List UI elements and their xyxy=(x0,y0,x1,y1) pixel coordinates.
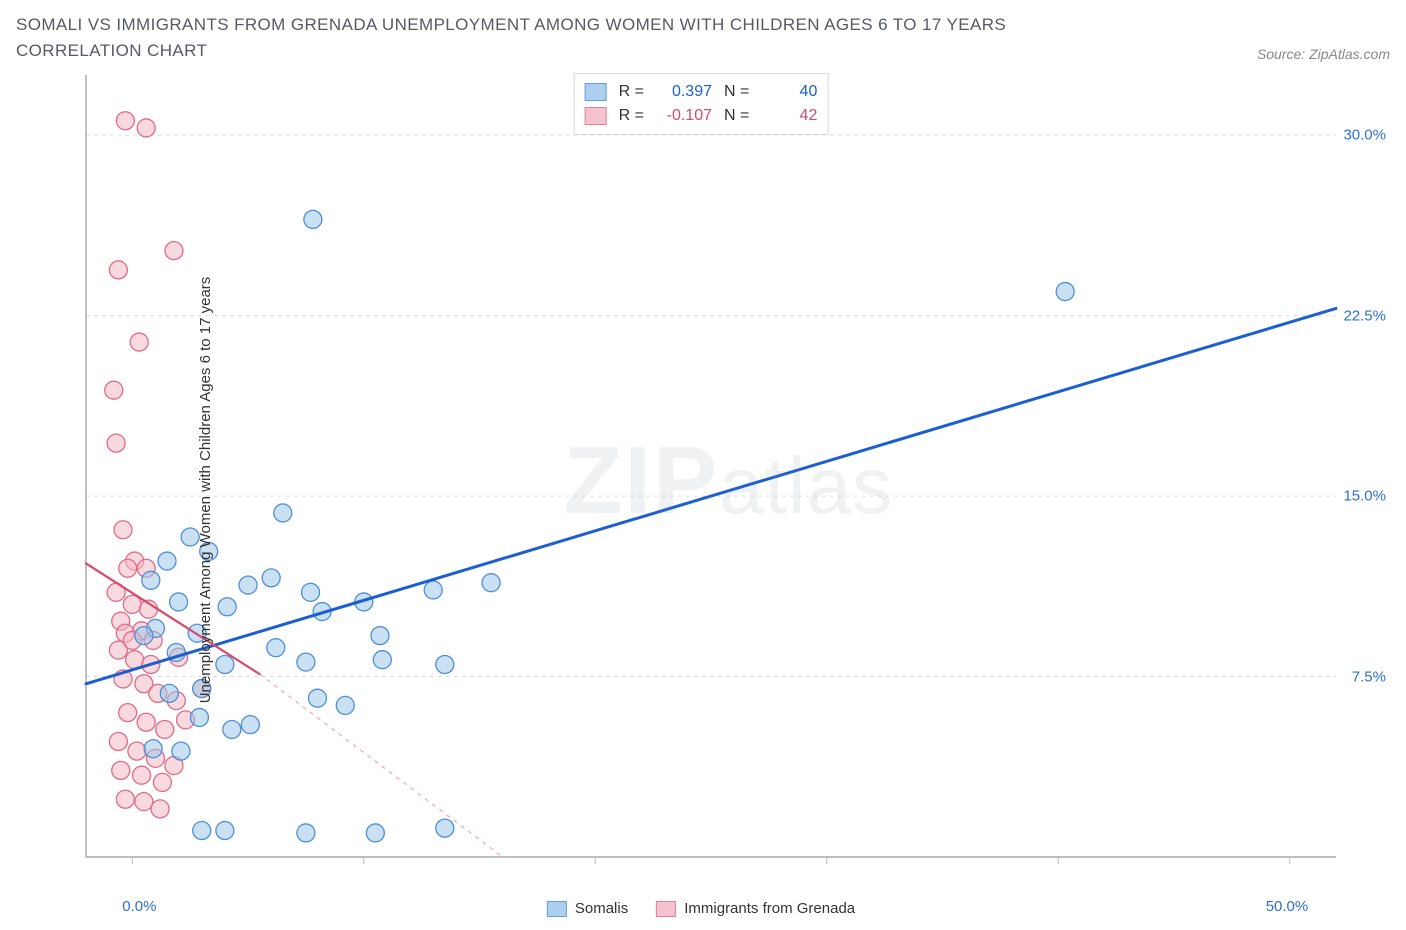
legend-swatch xyxy=(585,107,607,125)
y-axis-label: Unemployment Among Women with Children A… xyxy=(197,277,214,704)
legend-label: Immigrants from Grenada xyxy=(684,900,855,917)
stats-legend: R = 0.397 N = 40 R = -0.107 N = 42 xyxy=(574,73,829,135)
legend-item: Immigrants from Grenada xyxy=(656,900,855,917)
stats-r-label: R = xyxy=(619,80,644,104)
stats-n-label: N = xyxy=(724,80,749,104)
legend-swatch xyxy=(547,901,567,917)
legend-swatch xyxy=(585,83,607,101)
x-tick-label: 0.0% xyxy=(122,898,156,915)
stats-r-label: R = xyxy=(619,104,644,128)
stats-r-value: 0.397 xyxy=(656,80,712,104)
chart-container: Unemployment Among Women with Children A… xyxy=(16,67,1386,913)
legend-label: Somalis xyxy=(575,900,628,917)
y-tick-label: 30.0% xyxy=(1343,127,1386,144)
stats-n-value: 42 xyxy=(761,104,817,128)
legend-swatch xyxy=(656,901,676,917)
stats-n-value: 40 xyxy=(761,80,817,104)
stats-r-value: -0.107 xyxy=(656,104,712,128)
stats-row: R = -0.107 N = 42 xyxy=(585,104,818,128)
y-tick-label: 7.5% xyxy=(1352,668,1386,685)
legend-item: Somalis xyxy=(547,900,628,917)
y-tick-label: 15.0% xyxy=(1343,488,1386,505)
series-legend: Somalis Immigrants from Grenada xyxy=(547,900,855,917)
chart-title: SOMALI VS IMMIGRANTS FROM GRENADA UNEMPL… xyxy=(16,12,1116,63)
x-tick-label: 50.0% xyxy=(1266,898,1309,915)
source-label: Source: ZipAtlas.com xyxy=(1257,46,1390,62)
stats-n-label: N = xyxy=(724,104,749,128)
y-tick-label: 22.5% xyxy=(1343,307,1386,324)
scatter-chart xyxy=(16,67,1386,897)
stats-row: R = 0.397 N = 40 xyxy=(585,80,818,104)
